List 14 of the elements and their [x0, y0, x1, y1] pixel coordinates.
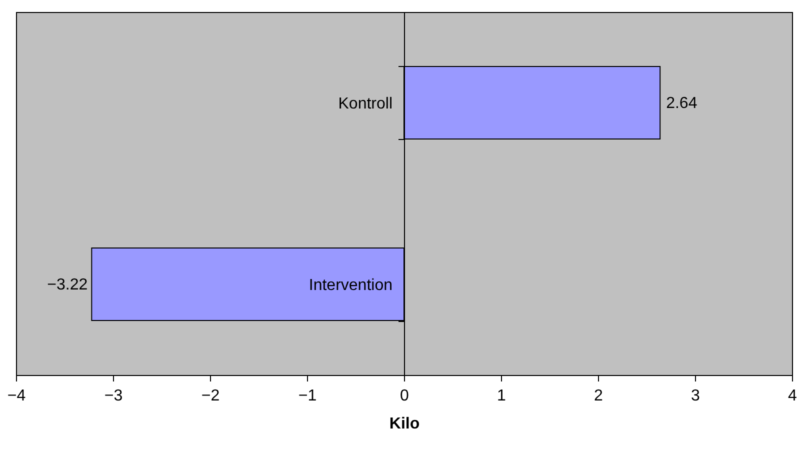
x-tick-label: 3	[691, 388, 700, 404]
y-tick-label: Intervention	[308, 276, 392, 294]
x-tick-label: −3	[104, 388, 123, 404]
y-tick-label: Kontroll	[338, 95, 392, 112]
x-tick-label: 0	[400, 388, 410, 404]
x-tick-label: 1	[497, 388, 506, 404]
data-label: 2.64	[666, 94, 698, 112]
x-axis-title: Kilo	[389, 416, 420, 432]
x-tick-label: −1	[298, 388, 317, 404]
x-tick-label: 2	[594, 388, 604, 404]
x-tick-label: 4	[788, 388, 798, 404]
x-tick-label: −2	[201, 388, 220, 404]
x-tick-label: −4	[7, 388, 26, 404]
data-label: −3.22	[47, 276, 88, 294]
